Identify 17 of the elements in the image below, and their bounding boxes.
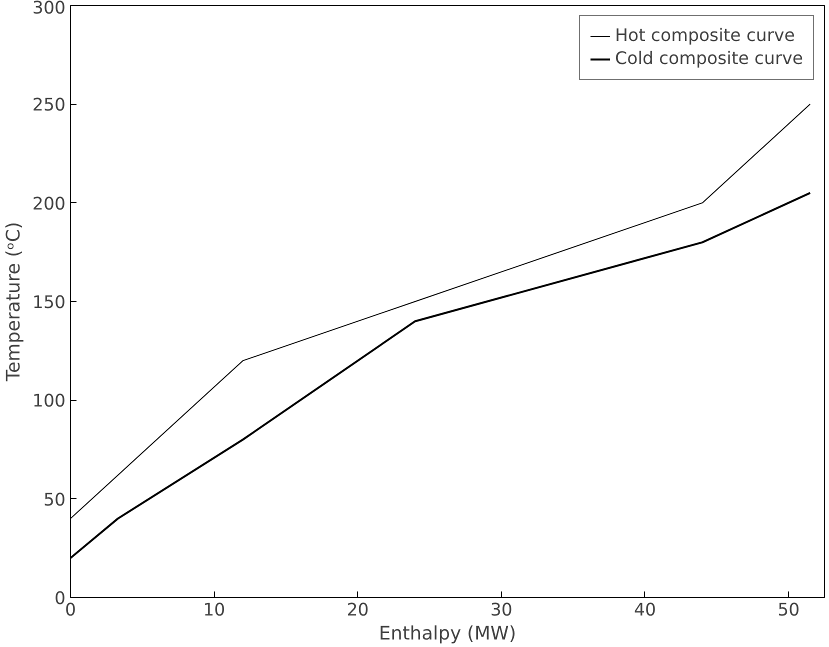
y-tick-label: 100 [32, 392, 66, 412]
line-series [70, 104, 811, 520]
y-tick-label: 300 [32, 0, 66, 18]
x-tick-label: 40 [634, 600, 656, 620]
y-tick-label: 150 [32, 293, 66, 313]
x-tick-label: 20 [346, 600, 369, 620]
legend-label: Hot composite curve [615, 26, 795, 46]
y-tick-label: 50 [43, 490, 66, 510]
line-series [70, 192, 812, 560]
y-tick-label: 200 [32, 194, 66, 214]
x-tick-label: 10 [203, 600, 226, 620]
x-tick-label: 50 [778, 600, 800, 620]
x-tick-label: 30 [490, 600, 512, 620]
legend-label: Cold composite curve [615, 49, 803, 69]
x-axis-title: Enthalpy (MW) [378, 624, 516, 644]
y-tick-label: 250 [32, 96, 66, 116]
y-axis-title: Temperature (ᵒC) [3, 222, 24, 382]
